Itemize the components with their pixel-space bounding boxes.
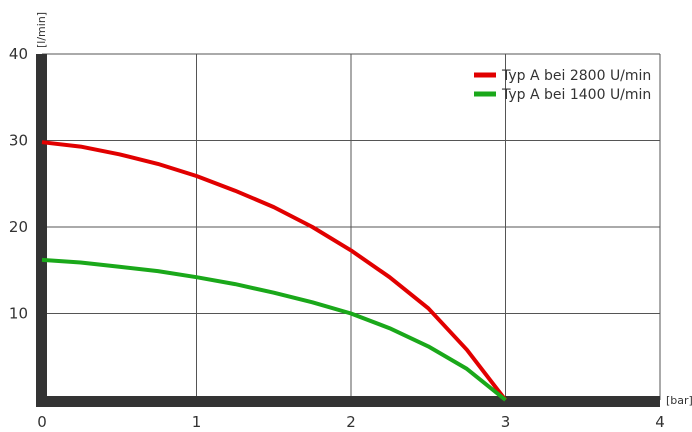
x-tick-label: 1 <box>192 413 202 431</box>
tick-labels: 0 1 2 3 4 10 20 30 40 <box>9 45 665 431</box>
y-axis-label: [l/min] <box>35 12 48 48</box>
x-axis-label: [bar] <box>666 394 692 407</box>
y-tick-label: 30 <box>9 132 28 150</box>
legend-label-2800: Typ A bei 2800 U/min <box>501 68 651 84</box>
legend: Typ A bei 2800 U/min Typ A bei 1400 U/mi… <box>474 68 651 103</box>
y-tick-label: 40 <box>9 45 28 63</box>
x-tick-label: 3 <box>501 413 511 431</box>
grid-lines <box>42 53 661 400</box>
series-lines <box>41 140 508 402</box>
y-axis-bar <box>36 54 47 407</box>
x-tick-label: 2 <box>346 413 356 431</box>
x-tick-label: 4 <box>655 413 665 431</box>
series-line-2800 <box>41 140 508 402</box>
axes <box>36 54 660 407</box>
y-tick-label: 20 <box>9 218 28 236</box>
x-axis-bar <box>36 396 660 407</box>
series-line-1400 <box>41 257 507 402</box>
x-tick-label: 0 <box>37 413 47 431</box>
y-tick-label: 10 <box>9 305 28 323</box>
legend-label-1400: Typ A bei 1400 U/min <box>501 87 651 103</box>
